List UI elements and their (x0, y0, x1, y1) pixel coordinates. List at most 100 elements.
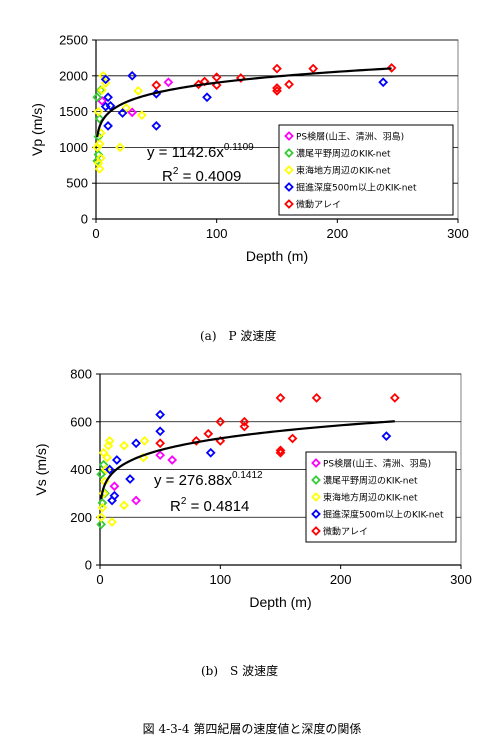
y-tick-label: 1500 (59, 104, 88, 119)
legend-marker (311, 526, 321, 536)
data-point (119, 500, 129, 511)
r2-label: R2 = 0.4009 (162, 166, 241, 185)
data-point (98, 488, 109, 499)
data-point (193, 79, 204, 90)
y-tick-label: 500 (66, 176, 88, 191)
data-point (109, 490, 120, 501)
data-point (93, 106, 104, 117)
x-tick-label: 200 (330, 572, 352, 587)
series-3 (104, 409, 392, 506)
data-point (235, 73, 246, 83)
y-tick-label: 0 (81, 212, 88, 227)
data-point (155, 426, 166, 437)
x-tick-label: 100 (206, 226, 228, 241)
data-point (155, 409, 166, 420)
trendline (96, 67, 392, 138)
legend-marker (284, 148, 294, 158)
data-point (155, 438, 166, 449)
data-point (191, 435, 202, 446)
legend-marker (311, 509, 321, 519)
chart-a-vp: 0 500 1000 1500 2000 2500 0 100 200 300 Depth (m) V… (29, 33, 469, 265)
data-point (239, 416, 250, 427)
data-point (308, 63, 319, 74)
legend-entry-label: 掘進深度500m以上のKIK-net (296, 182, 417, 194)
legend-marker (311, 475, 321, 485)
data-point (215, 416, 226, 427)
chart-b-vs: 0 200 400 600 800 0 100 200 300 Depth (m) Vs (m/s)… (33, 367, 472, 611)
x-tick-label: 200 (326, 226, 348, 241)
y-axis-label: Vs (m/s) (33, 443, 49, 495)
r2-label: R2 = 0.4814 (170, 496, 249, 515)
data-point (95, 153, 106, 164)
data-point (381, 431, 392, 441)
data-point (284, 79, 294, 90)
data-point (202, 92, 212, 103)
data-point (104, 435, 115, 446)
data-point (133, 85, 144, 96)
data-point (311, 393, 322, 403)
data-point (96, 519, 107, 530)
legend-marker (284, 131, 294, 141)
data-point (115, 142, 126, 153)
x-axis-label: Depth (m) (249, 594, 311, 610)
data-point (103, 92, 113, 103)
data-point (100, 74, 111, 85)
legend-marker (284, 165, 294, 175)
y-tick-label: 2500 (59, 33, 88, 48)
data-point (272, 83, 282, 93)
y-axis-label: Vp (m/s) (29, 103, 45, 156)
equation-label: y = 1142.6x0.1109 (147, 142, 254, 161)
legend-entry-label: 微動アレイ (323, 526, 368, 538)
y-tick-label: 400 (70, 462, 92, 477)
data-point (107, 517, 117, 527)
x-tick-label: 0 (96, 572, 103, 587)
data-point (131, 495, 141, 506)
y-tick-label: 800 (70, 367, 92, 382)
data-point (386, 63, 397, 73)
caption-b: (b) S 波速度 (201, 664, 279, 678)
data-point (139, 435, 150, 446)
data-point (96, 512, 107, 523)
data-point (125, 474, 135, 484)
data-point (287, 433, 298, 444)
equation-label: y = 276.88x0.1412 (154, 470, 263, 489)
legend-marker (284, 199, 294, 209)
data-point (239, 421, 250, 432)
legend-entry-label: PS検層(山王、清洲、羽島) (296, 131, 404, 143)
data-point (211, 72, 222, 83)
data-point (167, 455, 178, 465)
series-2 (96, 435, 150, 527)
legend-marker (284, 182, 294, 192)
data-point (151, 80, 162, 90)
series-3 (100, 70, 389, 131)
data-point (127, 107, 138, 118)
y-tick-label: 0 (85, 558, 92, 573)
y-tick-label: 2000 (59, 68, 88, 83)
data-point (111, 455, 122, 465)
data-point (151, 121, 162, 131)
x-tick-label: 300 (450, 572, 472, 587)
data-point (127, 70, 138, 81)
data-point (119, 440, 129, 451)
x-axis-label: Depth (m) (246, 248, 308, 264)
legend-entry-label: 濃尾平野周辺のKIK-net (296, 148, 391, 160)
legend-entry-label: 東海地方周辺のKIK-net (323, 492, 418, 504)
legend-marker (311, 458, 321, 468)
data-point (96, 469, 107, 480)
data-point (136, 110, 147, 121)
data-point (203, 428, 214, 439)
legend-entry-label: 掘進深度500m以上のKIK-net (323, 509, 444, 521)
data-point (155, 450, 166, 461)
series-4 (151, 63, 397, 96)
data-point (389, 393, 400, 403)
legend-entry-label: 微動アレイ (296, 199, 341, 211)
y-tick-label: 200 (70, 510, 92, 525)
data-point (94, 113, 105, 124)
data-point (98, 447, 109, 458)
data-point (205, 447, 216, 458)
data-point (103, 121, 113, 131)
y-tick-label: 1000 (59, 140, 88, 155)
data-point (105, 100, 116, 111)
legend-entry-label: 東海地方周辺のKIK-net (296, 165, 391, 177)
